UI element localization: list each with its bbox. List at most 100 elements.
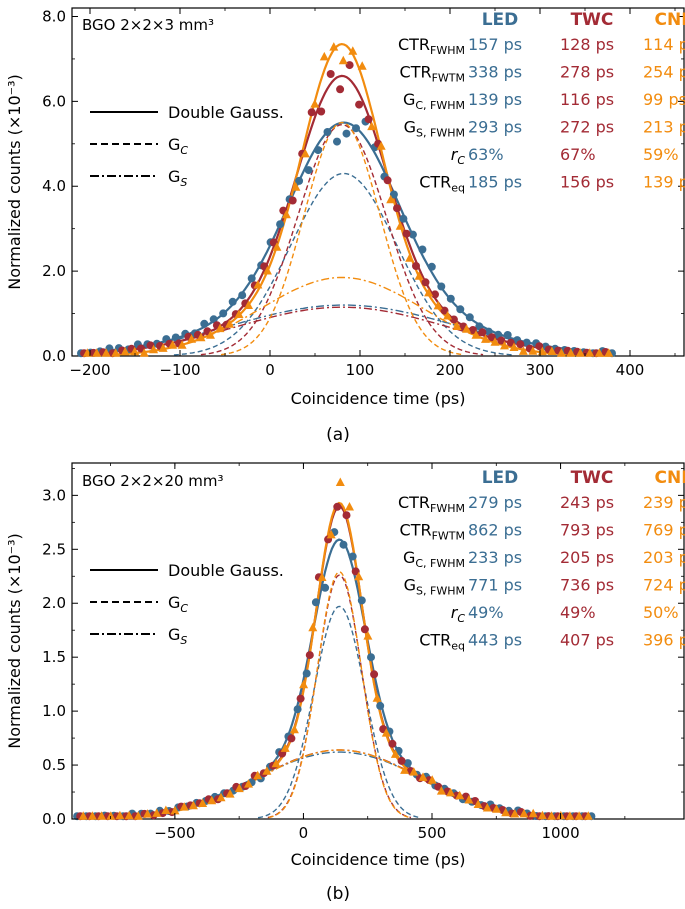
data-point-cnn [300,148,310,158]
data-point-twc [307,108,316,117]
data-point-led [247,274,256,283]
y-tick-label: 6.0 [42,92,66,110]
data-point-twc [360,625,369,634]
data-point-twc [317,107,326,116]
data-point-led [418,245,427,254]
legend-label-dashed: GC [168,135,188,157]
data-point-led [209,315,218,324]
data-point-led [171,333,180,342]
data-point-cnn [509,342,519,351]
y-tick-label: 1.5 [42,648,66,666]
data-point-cnn [272,242,282,251]
panel-a-ticks: −200 −100 0 100 200 300 400 0.0 2.0 4.0 6.0 8.0 [42,7,684,379]
data-point-cnn [452,321,462,330]
metric-value-led: 63% [468,145,504,164]
data-point-led [339,540,348,549]
data-point-led [503,331,512,339]
metric-value-twc: 736 ps [560,576,614,595]
metric-value-led: 771 ps [468,576,522,595]
data-point-led [522,338,531,347]
data-point-cnn [455,790,465,800]
metric-value-twc: 205 ps [560,548,614,567]
data-point-cnn [348,46,358,55]
data-point-cnn [187,334,197,343]
data-point-cnn [196,332,206,342]
data-point-cnn [281,209,291,219]
data-point-led [357,596,366,605]
series-cnn-gs-curve [77,749,592,820]
data-point-cnn [308,622,318,632]
data-point-cnn [409,767,419,776]
panel-a-frame [71,7,685,357]
data-point-cnn [492,804,501,813]
data-point-cnn [170,805,180,815]
metric-value-led: 139 ps [468,90,522,109]
y-tick-label: 1.0 [42,702,66,720]
data-point-cnn [604,348,614,357]
panel-b-y-axis-title: Normalized counts (×10⁻³) [5,533,24,749]
data-point-cnn [537,810,547,820]
data-point-cnn [225,789,235,798]
metric-value-cnn: 50% [643,603,679,622]
data-point-cnn [372,693,382,702]
data-point-led [403,759,412,768]
data-point-cnn [177,340,187,349]
data-point-cnn [335,477,345,486]
data-point-twc [440,306,449,315]
y-tick-label: 3.0 [42,486,66,504]
legend-label-dashed: GC [168,593,188,615]
series-led-gs-curve [77,751,592,820]
data-point-cnn [471,330,481,339]
data-point-cnn [234,309,244,318]
metric-value-cnn: 203 ps [643,548,685,567]
data-point-twc [402,229,411,238]
data-point-led [302,669,311,678]
x-tick-label: 200 [436,361,465,379]
data-point-twc [393,204,401,213]
data-point-twc [516,340,525,349]
x-tick-label: 100 [346,361,375,379]
data-point-cnn [405,253,415,262]
data-point-cnn [124,810,134,820]
data-point-cnn [111,348,121,357]
data-point-twc [370,670,379,679]
data-point-twc [336,85,345,94]
data-point-cnn [500,340,509,350]
data-point-cnn [585,348,595,357]
series-twc-gc-curve [267,574,412,819]
data-point-led [465,313,474,322]
data-point-led [399,214,408,223]
y-tick-label: 0.0 [42,810,66,828]
metric-label: CTReq [419,631,465,653]
data-point-twc [487,333,496,342]
metric-value-led: 443 ps [468,631,522,650]
data-point-led [333,137,341,146]
data-point-led [352,124,360,133]
data-point-cnn [87,811,97,820]
data-point-cnn [291,182,301,191]
metric-value-twc: 278 ps [560,63,614,82]
data-point-cnn [262,766,272,775]
x-tick-label: 300 [526,361,555,379]
data-point-led [408,230,417,239]
panel-a-curves [80,42,613,357]
y-tick-label: 8.0 [42,7,66,25]
data-point-twc [287,734,296,743]
metric-label: rC [451,145,466,167]
data-point-led [293,705,302,714]
data-point-twc [345,61,354,70]
data-point-cnn [225,319,234,328]
data-point-led [276,220,285,229]
metric-label: CTRFWTM [400,521,465,543]
data-point-led [367,653,375,662]
data-point-cnn [386,194,396,204]
metric-value-led: 49% [468,603,504,622]
metric-value-twc: 49% [560,603,596,622]
panel-b-points [73,477,596,821]
data-point-led [314,146,323,155]
data-point-cnn [101,348,111,357]
data-point-twc [355,100,364,109]
data-point-cnn [556,348,566,357]
data-point-led [348,552,357,561]
data-point-cnn [501,807,511,817]
